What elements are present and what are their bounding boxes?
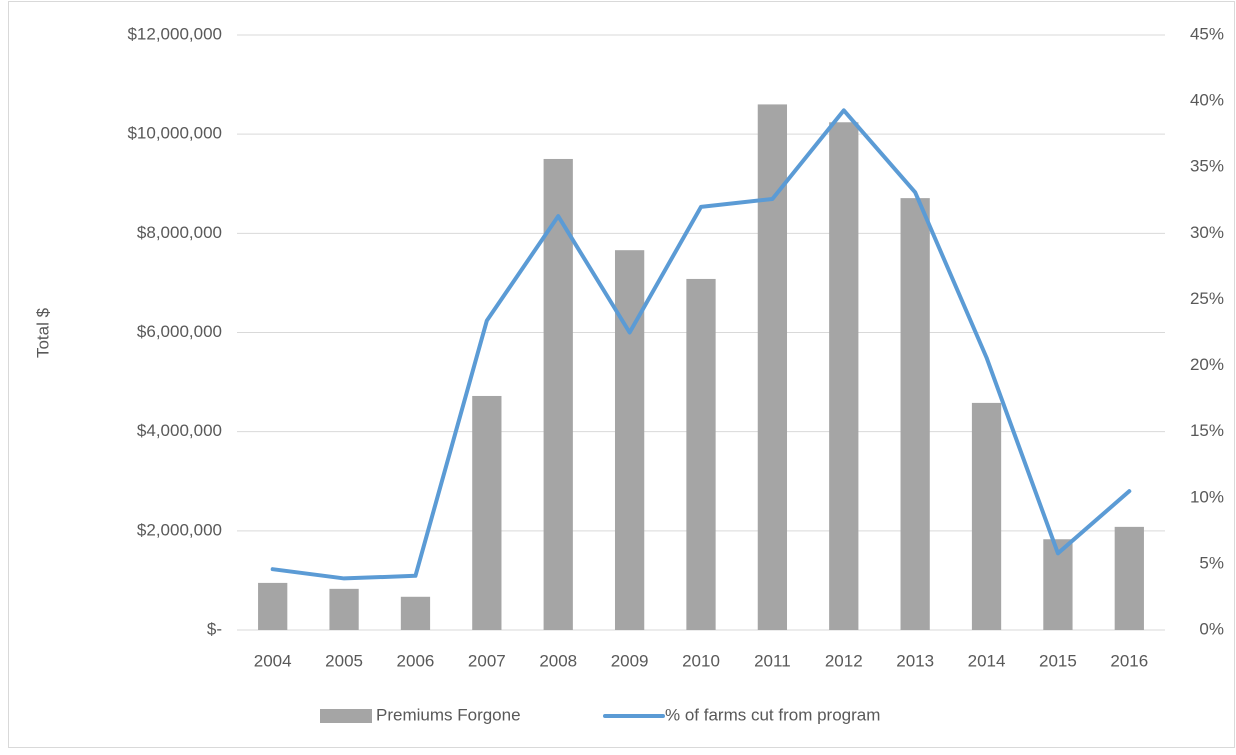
legend-label: Premiums Forgone [376, 705, 521, 724]
y2-tick-label: 35% [1190, 157, 1224, 176]
x-tick-label: 2007 [468, 651, 506, 670]
x-tick-label: 2010 [682, 651, 720, 670]
legend-swatch [320, 709, 372, 723]
y-tick-label: $4,000,000 [137, 421, 222, 440]
bar [686, 278, 716, 630]
bar [971, 402, 1002, 630]
bar [400, 596, 431, 630]
x-tick-label: 2004 [254, 651, 292, 670]
x-tick-label: 2013 [896, 651, 934, 670]
y-tick-label: $6,000,000 [137, 322, 222, 341]
bar [1114, 526, 1144, 630]
y2-tick-label: 15% [1190, 421, 1224, 440]
y-tick-label: $12,000,000 [127, 24, 222, 43]
x-tick-label: 2015 [1039, 651, 1077, 670]
y2-tick-label: 25% [1190, 289, 1224, 308]
bar [900, 198, 930, 631]
y2-tick-label: 5% [1199, 553, 1224, 572]
y-axis-title: Total $ [33, 307, 52, 358]
y-tick-label: $2,000,000 [137, 520, 222, 539]
bar [543, 158, 573, 631]
x-tick-label: 2016 [1110, 651, 1148, 670]
x-tick-label: 2008 [539, 651, 577, 670]
bar [614, 250, 645, 631]
y-tick-label: $10,000,000 [127, 124, 222, 143]
x-tick-label: 2014 [968, 651, 1006, 670]
x-tick-label: 2012 [825, 651, 863, 670]
bar [329, 588, 359, 630]
bar [258, 582, 288, 630]
y2-tick-label: 0% [1199, 619, 1224, 638]
y2-tick-label: 40% [1190, 91, 1224, 110]
y2-tick-label: 10% [1190, 487, 1224, 506]
bar [829, 122, 859, 631]
y2-tick-label: 30% [1190, 223, 1224, 242]
y2-tick-label: 20% [1190, 355, 1224, 374]
x-tick-label: 2005 [325, 651, 363, 670]
x-tick-label: 2006 [397, 651, 435, 670]
bar [472, 395, 502, 630]
bar [757, 104, 788, 630]
x-tick-label: 2009 [611, 651, 649, 670]
y-tick-label: $8,000,000 [137, 223, 222, 242]
legend-label: % of farms cut from program [665, 705, 880, 724]
y-tick-label: $- [207, 619, 222, 638]
line [270, 108, 1132, 581]
x-tick-label: 2011 [754, 651, 791, 670]
y2-tick-label: 45% [1190, 24, 1224, 43]
